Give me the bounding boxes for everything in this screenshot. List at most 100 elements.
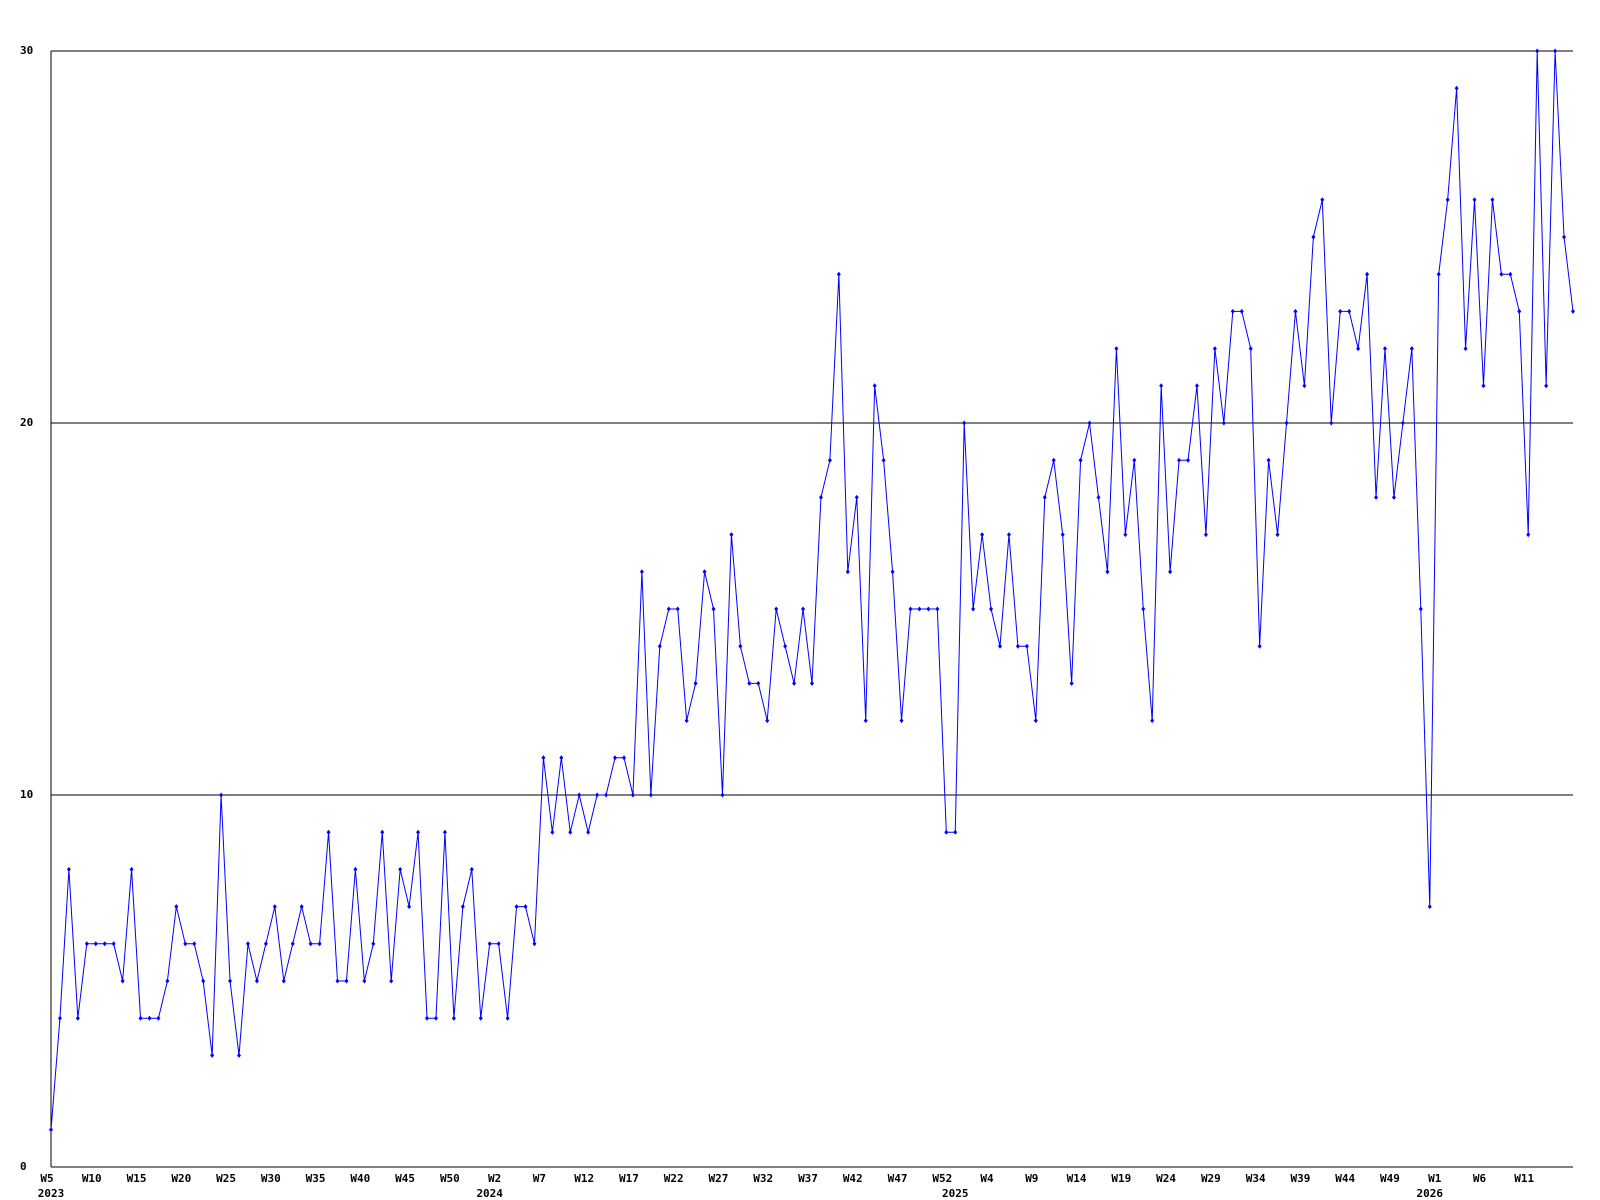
point xyxy=(496,941,501,947)
point xyxy=(228,978,233,984)
point xyxy=(1427,904,1432,910)
point xyxy=(84,941,89,947)
point xyxy=(75,1015,80,1021)
point xyxy=(1284,420,1289,426)
x-tick-label: W30 xyxy=(261,1172,281,1185)
y-tick-label: 30 xyxy=(20,44,33,57)
x-tick-label: W37 xyxy=(798,1172,818,1185)
point xyxy=(738,643,743,649)
point xyxy=(1015,643,1020,649)
point xyxy=(1365,271,1370,277)
point xyxy=(66,866,71,872)
point xyxy=(666,606,671,612)
x-tick-label: W29 xyxy=(1201,1172,1221,1185)
point xyxy=(165,978,170,984)
x-tick-label: W17 xyxy=(619,1172,639,1185)
point xyxy=(174,904,179,910)
point xyxy=(1302,383,1307,389)
x-year-label: 2024 xyxy=(476,1187,503,1200)
point xyxy=(57,1015,62,1021)
point xyxy=(1391,494,1396,500)
x-tick-label: W5 xyxy=(40,1172,53,1185)
point xyxy=(1293,308,1298,314)
point xyxy=(1562,234,1567,240)
point xyxy=(478,1015,483,1021)
point xyxy=(219,792,224,798)
point xyxy=(1087,420,1092,426)
point xyxy=(1338,308,1343,314)
point xyxy=(1499,271,1504,277)
point xyxy=(353,866,358,872)
point xyxy=(1123,532,1128,538)
point xyxy=(281,978,286,984)
point xyxy=(129,866,134,872)
point xyxy=(1454,85,1459,91)
point xyxy=(1436,271,1441,277)
x-tick-label: W11 xyxy=(1514,1172,1534,1185)
point xyxy=(138,1015,143,1021)
x-tick-label: W2 xyxy=(488,1172,501,1185)
x-tick-label: W12 xyxy=(574,1172,594,1185)
point xyxy=(317,941,322,947)
point xyxy=(1409,346,1414,352)
point xyxy=(675,606,680,612)
point xyxy=(863,718,868,724)
point xyxy=(147,1015,152,1021)
point xyxy=(1526,532,1531,538)
point xyxy=(684,718,689,724)
point xyxy=(810,680,814,686)
point xyxy=(245,941,250,947)
point xyxy=(49,1127,53,1133)
point xyxy=(451,1015,456,1021)
point xyxy=(398,866,403,872)
x-tick-label: W42 xyxy=(843,1172,863,1185)
point xyxy=(469,866,474,872)
point xyxy=(1248,346,1253,352)
point xyxy=(1194,383,1199,389)
x-tick-label: W34 xyxy=(1246,1172,1266,1185)
point xyxy=(702,569,707,575)
x-tick-label: W35 xyxy=(306,1172,326,1185)
point xyxy=(720,792,725,798)
point xyxy=(1571,308,1575,314)
point xyxy=(621,755,626,761)
point xyxy=(1490,197,1495,203)
point xyxy=(263,941,268,947)
point xyxy=(1481,383,1486,389)
x-tick-label: W20 xyxy=(171,1172,191,1185)
point xyxy=(407,904,412,910)
x-tick-label: W27 xyxy=(709,1172,729,1185)
point xyxy=(1445,197,1450,203)
point xyxy=(765,718,770,724)
point xyxy=(926,606,931,612)
point xyxy=(1203,532,1208,538)
point xyxy=(1239,308,1244,314)
x-tick-label: W32 xyxy=(753,1172,773,1185)
point xyxy=(326,829,331,835)
point xyxy=(980,532,985,538)
point xyxy=(935,606,940,612)
point xyxy=(1051,457,1056,463)
point xyxy=(1159,383,1164,389)
point xyxy=(433,1015,438,1021)
point xyxy=(371,941,376,947)
x-tick-label: W45 xyxy=(395,1172,415,1185)
y-tick-label: 10 xyxy=(20,788,33,801)
point xyxy=(648,792,653,798)
x-tick-label: W10 xyxy=(82,1172,102,1185)
point xyxy=(1141,606,1146,612)
point xyxy=(881,457,886,463)
point xyxy=(1024,643,1029,649)
point xyxy=(711,606,716,612)
point xyxy=(442,829,447,835)
point xyxy=(1311,234,1316,240)
point xyxy=(962,420,967,426)
point xyxy=(1382,346,1387,352)
point xyxy=(514,904,519,910)
point xyxy=(1347,308,1352,314)
x-tick-label: W50 xyxy=(440,1172,460,1185)
x-tick-label: W39 xyxy=(1290,1172,1310,1185)
point xyxy=(1535,48,1540,54)
point xyxy=(183,941,188,947)
